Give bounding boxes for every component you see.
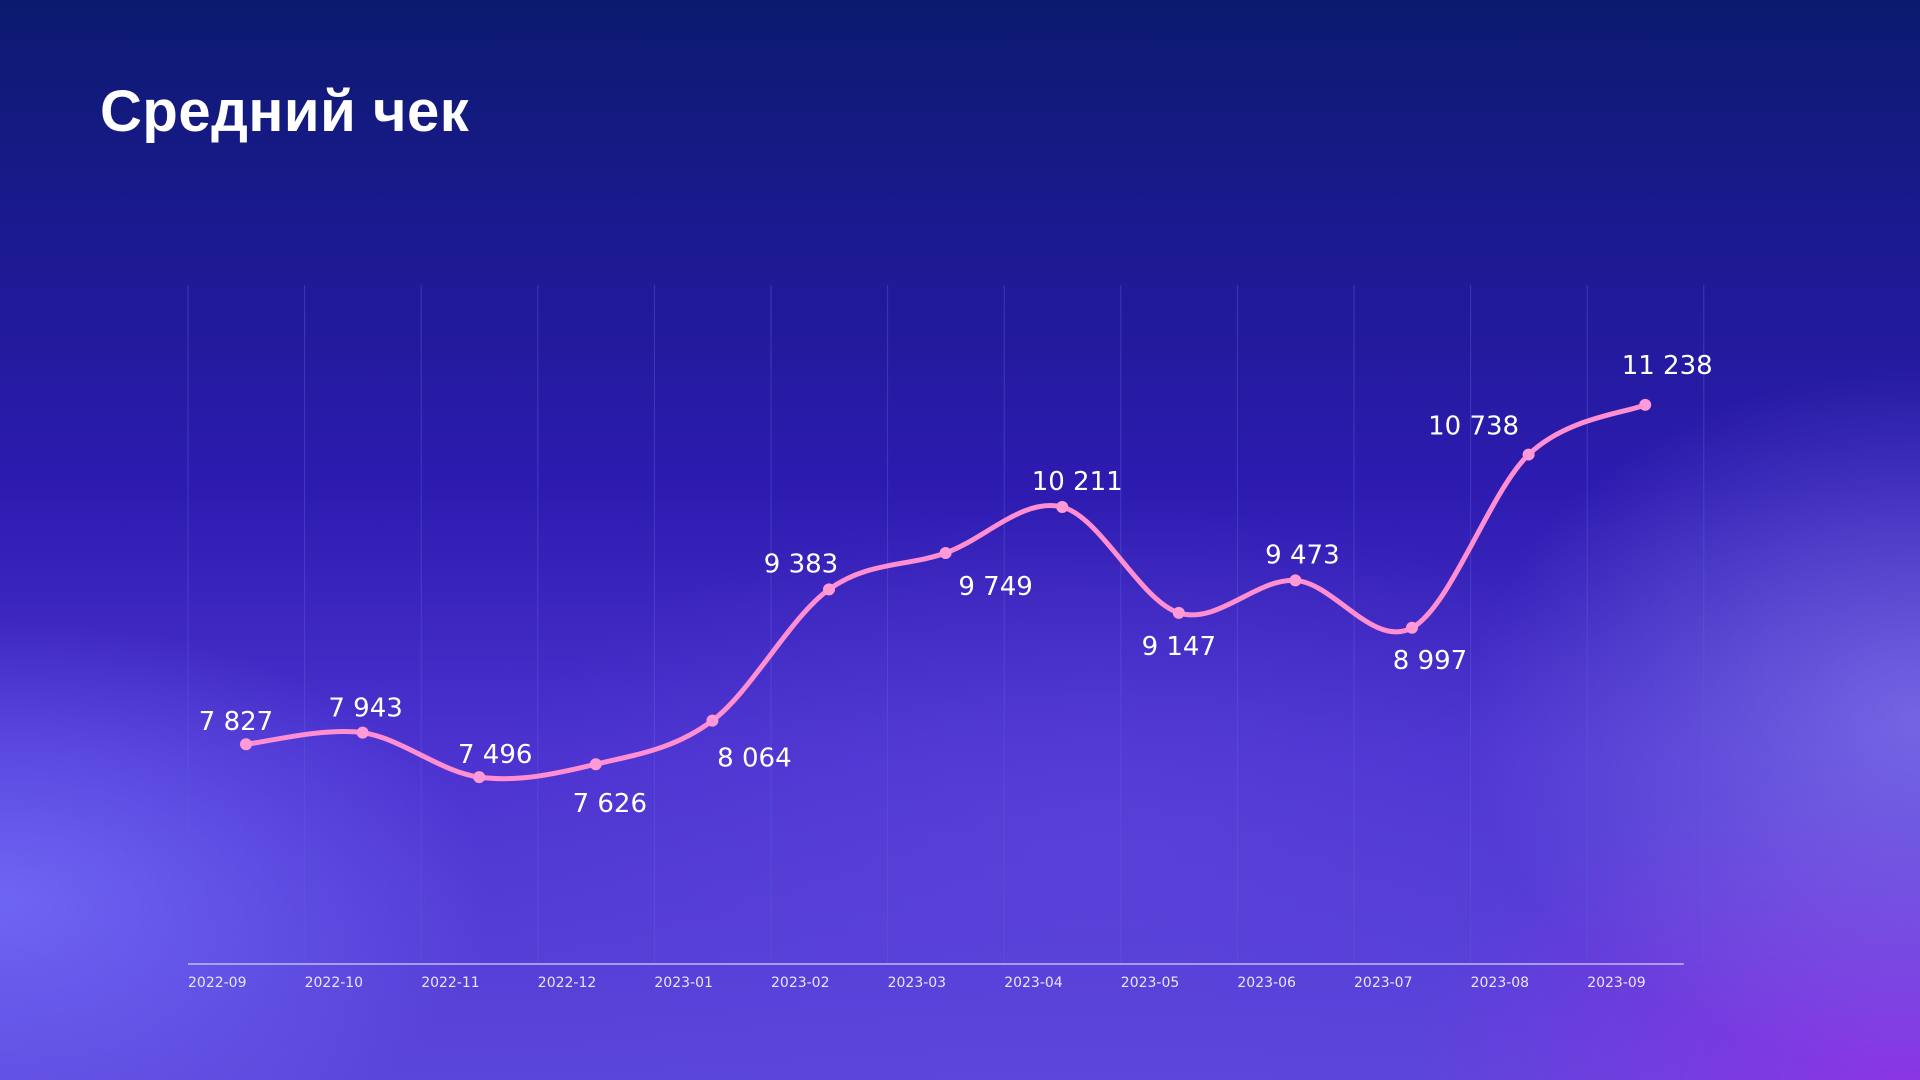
data-point xyxy=(240,738,252,751)
data-label: 9 383 xyxy=(764,549,838,579)
x-tick-label: 2023-06 xyxy=(1237,975,1296,991)
x-tick-label: 2023-03 xyxy=(888,975,947,991)
data-point xyxy=(589,758,602,771)
x-tick-label: 2023-05 xyxy=(1121,975,1180,991)
data-label: 8 064 xyxy=(717,744,791,774)
data-point xyxy=(1406,621,1418,634)
x-tick-label: 2023-07 xyxy=(1354,975,1413,991)
x-tick-label: 2023-04 xyxy=(1004,975,1063,991)
data-label: 7 496 xyxy=(458,740,532,770)
data-labels: 7 827 7 943 7 496 7 626 8 064 9 383 9 749 10 21… xyxy=(199,351,1713,819)
x-tick-label: 2022-10 xyxy=(305,975,364,991)
data-point xyxy=(1172,606,1185,619)
data-point xyxy=(823,583,835,596)
data-label: 7 943 xyxy=(328,694,402,724)
data-point xyxy=(1639,398,1652,411)
data-label: 9 147 xyxy=(1142,632,1216,662)
data-label: 8 997 xyxy=(1393,646,1467,676)
x-tick-label: 2023-08 xyxy=(1471,975,1530,991)
data-point xyxy=(706,714,719,727)
data-label: 7 827 xyxy=(199,707,273,737)
data-label: 9 749 xyxy=(958,572,1032,602)
data-point xyxy=(1522,448,1535,461)
data-label: 7 626 xyxy=(573,789,647,819)
data-point xyxy=(1289,574,1302,587)
x-tick-label: 2022-11 xyxy=(421,975,480,991)
gridlines xyxy=(187,285,1705,964)
page-title: Средний чек xyxy=(100,79,470,144)
data-point xyxy=(939,546,952,559)
x-tick-label: 2023-02 xyxy=(771,975,830,991)
x-tick-labels: 2022-09 2022-10 2022-11 2022-12 2023-01 2023-… xyxy=(188,975,1646,991)
x-tick-label: 2022-12 xyxy=(538,975,597,991)
data-label: 9 473 xyxy=(1265,540,1339,570)
data-point xyxy=(356,726,369,739)
data-points xyxy=(240,398,1652,784)
data-point xyxy=(473,771,486,784)
data-label: 11 238 xyxy=(1622,351,1713,381)
data-label: 10 738 xyxy=(1428,412,1519,442)
x-tick-label: 2022-09 xyxy=(188,975,247,991)
series-line xyxy=(243,402,1648,782)
x-tick-label: 2023-09 xyxy=(1587,975,1646,991)
x-tick-label: 2023-01 xyxy=(654,975,713,991)
data-label: 10 211 xyxy=(1032,467,1123,497)
data-point xyxy=(1056,501,1069,514)
